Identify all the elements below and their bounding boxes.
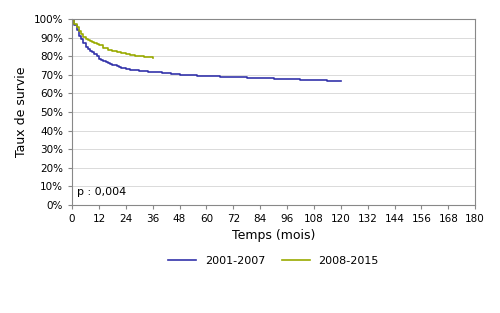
2001-2007 xyxy=(96,57,102,61)
2001-2007 xyxy=(338,79,344,83)
2001-2007 xyxy=(230,75,236,79)
2001-2007 xyxy=(78,38,84,41)
2001-2007 xyxy=(270,77,276,81)
2008-2015 xyxy=(92,41,98,45)
2008-2015 xyxy=(123,52,129,56)
2001-2007 xyxy=(87,49,93,53)
2001-2007 xyxy=(118,66,124,69)
2008-2015 xyxy=(128,53,134,57)
2001-2007 xyxy=(98,58,104,62)
2008-2015 xyxy=(74,25,80,29)
2008-2015 xyxy=(72,22,78,26)
2001-2007 xyxy=(311,79,317,82)
2001-2007 xyxy=(132,69,138,72)
Legend: 2001-2007, 2008-2015: 2001-2007, 2008-2015 xyxy=(164,251,384,270)
2008-2015 xyxy=(100,46,106,50)
2001-2007 xyxy=(80,41,86,45)
2008-2015 xyxy=(105,48,111,52)
2008-2015 xyxy=(110,49,116,53)
Y-axis label: Taux de survie: Taux de survie xyxy=(15,67,28,157)
2008-2015 xyxy=(78,32,84,36)
2001-2007 xyxy=(120,66,126,70)
Line: 2008-2015: 2008-2015 xyxy=(72,19,152,58)
2001-2007 xyxy=(116,65,122,69)
2008-2015 xyxy=(87,39,93,43)
2001-2007 xyxy=(72,23,78,27)
2008-2015 xyxy=(136,54,142,58)
2001-2007 xyxy=(284,78,290,81)
2008-2015 xyxy=(118,52,124,55)
2008-2015 xyxy=(76,29,82,33)
2001-2007 xyxy=(114,64,120,68)
2001-2007 xyxy=(168,72,173,75)
2001-2007 xyxy=(298,78,304,82)
2001-2007 xyxy=(158,71,164,75)
2001-2007 xyxy=(194,74,200,78)
X-axis label: Temps (mois): Temps (mois) xyxy=(232,229,316,243)
2008-2015 xyxy=(85,38,91,42)
2001-2007 xyxy=(128,68,134,71)
2001-2007 xyxy=(145,70,151,74)
2001-2007 xyxy=(257,77,263,80)
2008-2015 xyxy=(132,54,138,58)
2001-2007 xyxy=(136,69,142,73)
2001-2007 xyxy=(140,69,146,73)
2001-2007 xyxy=(74,28,80,32)
2001-2007 xyxy=(69,17,75,21)
2008-2015 xyxy=(80,35,86,38)
2008-2015 xyxy=(114,51,120,54)
2001-2007 xyxy=(82,45,88,49)
2001-2007 xyxy=(85,47,91,51)
2001-2007 xyxy=(324,79,330,83)
2001-2007 xyxy=(176,73,182,77)
2001-2007 xyxy=(94,54,100,58)
Text: p : 0,004: p : 0,004 xyxy=(76,187,126,198)
2001-2007 xyxy=(150,70,156,74)
2001-2007 xyxy=(123,67,129,71)
2001-2007 xyxy=(204,74,210,78)
2001-2007 xyxy=(110,63,116,66)
2001-2007 xyxy=(244,76,250,80)
2001-2007 xyxy=(100,59,106,63)
2001-2007 xyxy=(89,51,95,54)
2001-2007 xyxy=(186,74,192,77)
2008-2015 xyxy=(150,56,156,60)
2008-2015 xyxy=(140,55,146,59)
2001-2007 xyxy=(112,64,117,67)
2001-2007 xyxy=(76,34,82,38)
2001-2007 xyxy=(107,62,113,65)
2008-2015 xyxy=(145,56,151,59)
2001-2007 xyxy=(217,75,223,79)
Line: 2001-2007: 2001-2007 xyxy=(72,19,341,81)
2008-2015 xyxy=(82,37,88,40)
2008-2015 xyxy=(94,42,100,46)
2008-2015 xyxy=(96,44,102,47)
2001-2007 xyxy=(92,53,98,56)
2008-2015 xyxy=(89,40,95,44)
2001-2007 xyxy=(105,61,111,64)
2001-2007 xyxy=(102,60,108,64)
2008-2015 xyxy=(69,17,75,21)
